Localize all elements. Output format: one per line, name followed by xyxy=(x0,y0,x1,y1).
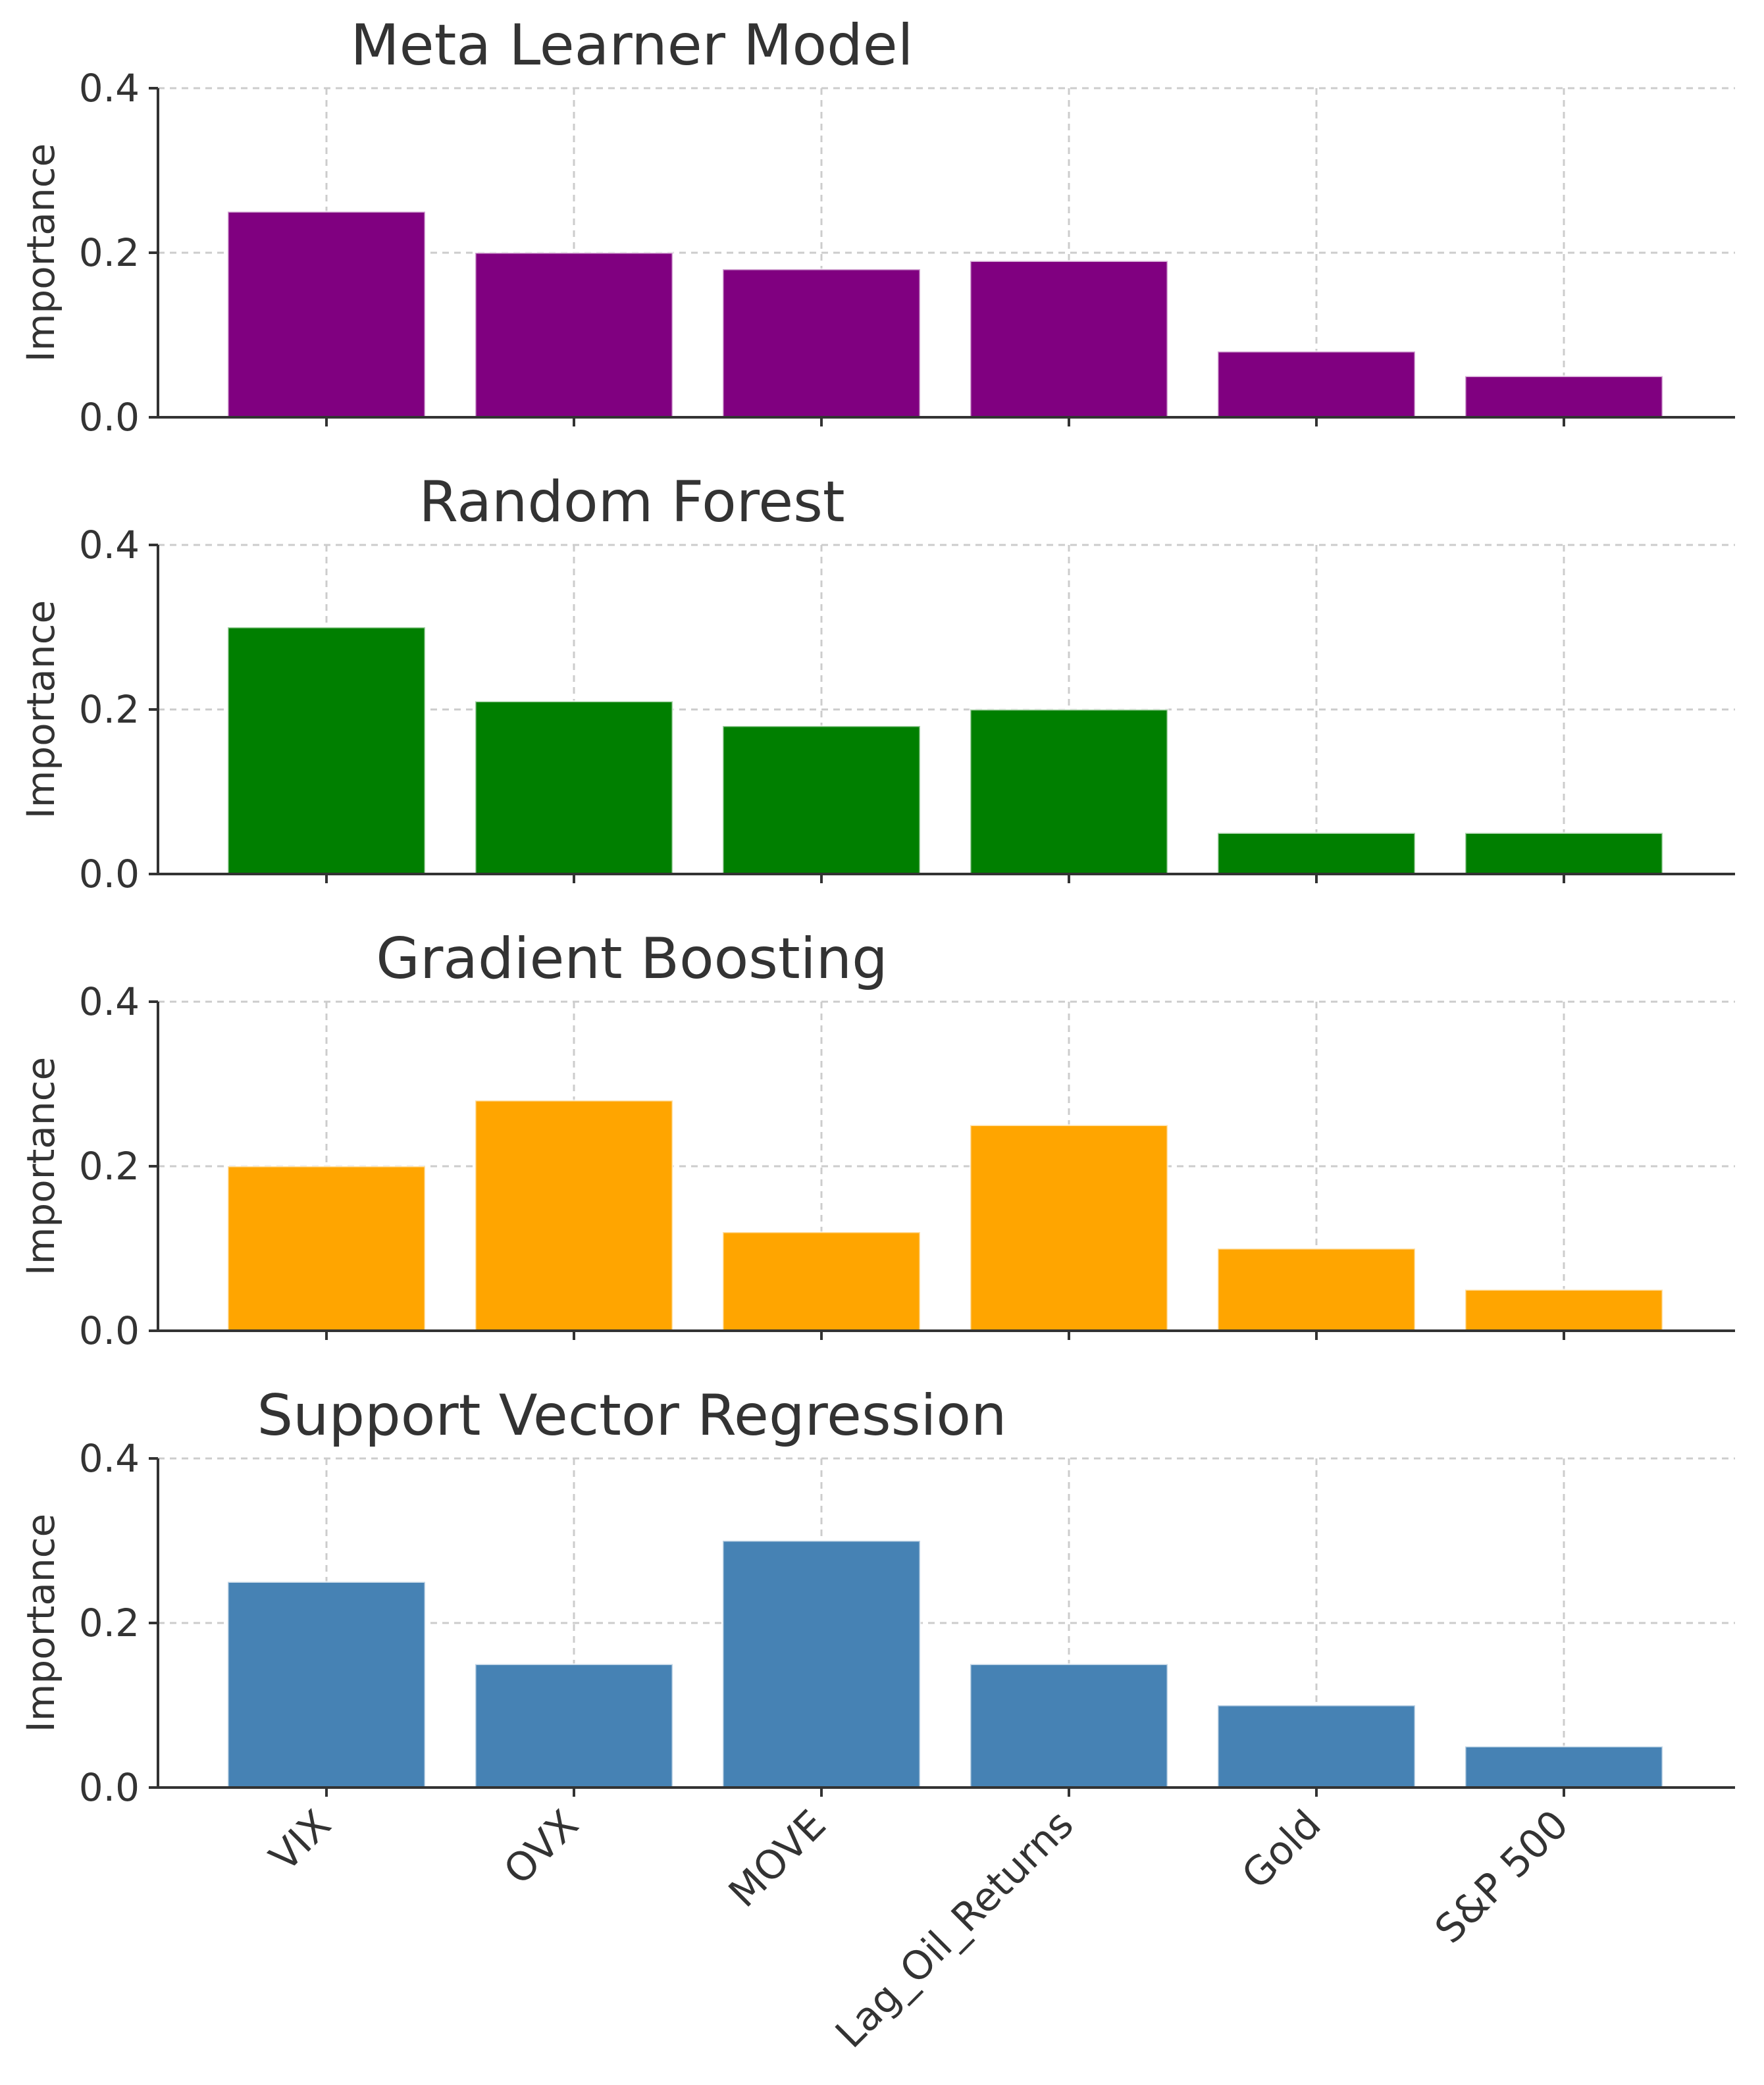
bar-vix xyxy=(226,626,427,875)
y-tick-label: 0.4 xyxy=(79,66,140,111)
y-tick-label: 0.2 xyxy=(79,230,140,275)
bar-vix xyxy=(226,211,427,419)
y-tick-label: 0.4 xyxy=(79,523,140,567)
x-tick-label: Lag_Oil_Returns xyxy=(827,1801,1082,2057)
subplot-title: Support Vector Regression xyxy=(257,1383,1006,1449)
y-tick-label: 0.0 xyxy=(79,852,140,896)
bar-ovx xyxy=(474,1663,674,1789)
bar-move xyxy=(721,1231,921,1332)
subplot-2: Random Forest 0.0 0.2 0.4 Importance xyxy=(18,469,1735,896)
bar-lag-oil-returns xyxy=(969,708,1169,875)
subplot-title: Gradient Boosting xyxy=(376,926,887,992)
x-tick-label: VIX xyxy=(261,1801,340,1880)
y-tick-label: 0.0 xyxy=(79,1765,140,1810)
y-axis-label: Importance xyxy=(18,143,63,362)
y-axis-label: Importance xyxy=(18,600,63,819)
bar-move xyxy=(721,268,921,419)
y-axis-label: Importance xyxy=(18,1514,63,1732)
y-axis-label: Importance xyxy=(18,1057,63,1275)
bar-s-p-500 xyxy=(1464,832,1664,875)
subplot-3: Gradient Boosting 0.0 0.2 0.4 Importance xyxy=(18,926,1735,1353)
bar-vix xyxy=(226,1165,427,1332)
y-tick-label: 0.0 xyxy=(79,395,140,440)
bar-ovx xyxy=(474,1099,674,1332)
y-tick-label: 0.4 xyxy=(79,979,140,1024)
bar-lag-oil-returns xyxy=(969,260,1169,419)
bar-s-p-500 xyxy=(1464,375,1664,419)
bar-vix xyxy=(226,1581,427,1789)
bar-gold xyxy=(1216,832,1416,875)
y-tick-label: 0.0 xyxy=(79,1308,140,1353)
bar-ovx xyxy=(474,700,674,875)
subplot-title: Meta Learner Model xyxy=(350,13,913,78)
bar-s-p-500 xyxy=(1464,1745,1664,1789)
x-tick-label: Gold xyxy=(1233,1801,1330,1898)
bar-lag-oil-returns xyxy=(969,1124,1169,1332)
subplot-title: Random Forest xyxy=(419,469,844,535)
x-tick-label: S&P 500 xyxy=(1426,1801,1578,1953)
x-tick-label: OVX xyxy=(495,1801,587,1893)
bar-lag-oil-returns xyxy=(969,1663,1169,1789)
y-tick-label: 0.2 xyxy=(79,1601,140,1645)
bar-gold xyxy=(1216,1704,1416,1789)
bar-ovx xyxy=(474,251,674,419)
subplot-4: Support Vector Regression 0.0 0.2 0.4 Import… xyxy=(18,1383,1735,2057)
y-tick-label: 0.4 xyxy=(79,1436,140,1481)
bar-move xyxy=(721,1539,921,1789)
y-tick-label: 0.2 xyxy=(79,1144,140,1189)
bar-s-p-500 xyxy=(1464,1289,1664,1332)
x-tick-label: MOVE xyxy=(720,1801,835,1917)
bar-gold xyxy=(1216,1247,1416,1332)
bar-move xyxy=(721,725,921,875)
subplot-1: Meta Learner Model 0.0 0.2 0.4 Importance xyxy=(18,13,1735,440)
bar-gold xyxy=(1216,350,1416,419)
y-tick-label: 0.2 xyxy=(79,687,140,732)
